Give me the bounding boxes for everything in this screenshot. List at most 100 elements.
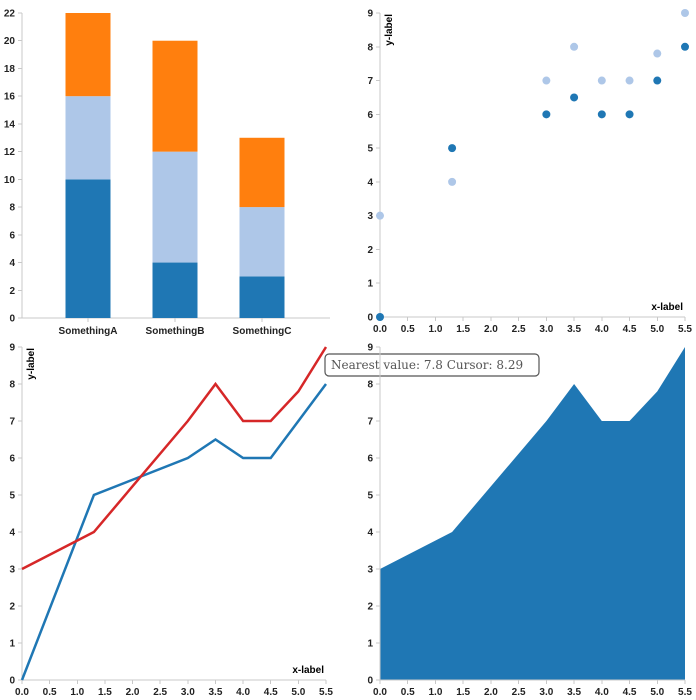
x-tick-label: 5.5	[678, 687, 692, 698]
bar-SomethingC-series-2	[239, 207, 285, 277]
y-tick-label: 2	[367, 602, 373, 613]
y-tick-label: 8	[9, 380, 15, 391]
scatter-point-dark	[625, 110, 634, 119]
bar-SomethingC-series-1	[239, 276, 285, 318]
y-tick-label: 6	[9, 454, 15, 465]
y-tick-label: 3	[367, 565, 373, 576]
bar-SomethingA-series-2	[65, 96, 111, 180]
scatter-chart: 0 1 2 3 4 5 6 7 8 9 0.0 0.5 1.0 1.5 2.0 2.5 3.0 3.5 4.0 4.5…	[367, 9, 692, 336]
scatter-point-light	[625, 76, 634, 85]
scatter-point-dark	[542, 110, 551, 119]
y-tick-label: 8	[367, 42, 373, 53]
y-tick-label: 2	[367, 245, 373, 256]
x-tick-label: 5.0	[650, 687, 664, 698]
x-tick-label: 4.5	[623, 324, 637, 335]
x-tick-label: 1.5	[456, 324, 470, 335]
x-tick-label: 1.0	[429, 324, 443, 335]
y-axis-title: y-label	[26, 348, 37, 380]
scatter-point-light	[448, 177, 457, 186]
x-axis-title: x-label	[651, 302, 683, 313]
y-tick-label: 22	[4, 9, 16, 20]
y-tick-label: 3	[9, 565, 15, 576]
x-tick-label: 1.5	[98, 687, 112, 698]
x-tick-label: 0.5	[401, 687, 415, 698]
tooltip: Nearest value: 7.8 Cursor: 8.29	[324, 353, 540, 377]
stacked-bar-chart: 0 2 4 6 8 10 12 14 16 18 20 22 SomethingA SomethingB S…	[4, 9, 330, 337]
y-tick-label: 9	[367, 343, 373, 354]
y-tick-label: 7	[9, 417, 15, 428]
x-tick-label: 1.5	[456, 687, 470, 698]
y-tick-label: 9	[367, 9, 373, 20]
scatter-point-light	[376, 211, 384, 220]
y-tick-label: 8	[9, 203, 15, 214]
x-tick-label: 2.5	[512, 687, 526, 698]
y-tick-label: 6	[367, 454, 373, 465]
y-tick-label: 18	[4, 64, 16, 75]
scatter-point-light	[570, 42, 579, 51]
x-tick-label: 2.0	[484, 324, 498, 335]
x-tick-label: 0.5	[43, 687, 57, 698]
y-tick-label: 2	[9, 602, 15, 613]
scatter-point-dark	[376, 313, 384, 321]
x-tick-label: 5.0	[650, 324, 664, 335]
y-tick-label: 5	[367, 491, 373, 502]
y-tick-label: 1	[9, 639, 15, 650]
tooltip-text: Nearest value: 7.8 Cursor: 8.29	[331, 358, 523, 372]
line-chart: 0 1 2 3 4 5 6 7 8 9 0.0 0.5 1.0 1.5 2.0 2.5 3.0 3.5 4.0 4.5…	[9, 343, 540, 698]
y-tick-label: 0	[9, 676, 15, 687]
scatter-point-light	[653, 49, 662, 58]
y-tick-label: 4	[9, 528, 15, 539]
x-tick-label: 0.0	[15, 687, 29, 698]
y-axis-title: y-label	[384, 14, 395, 46]
x-tick-label: 0.0	[373, 687, 387, 698]
y-tick-label: 0	[367, 676, 373, 687]
x-tick-label: 1.0	[70, 687, 84, 698]
y-tick-label: 4	[367, 528, 373, 539]
x-tick-label: 2.0	[126, 687, 140, 698]
y-tick-label: 1	[367, 279, 373, 290]
tooltip-box	[324, 353, 540, 377]
y-tick-label: 20	[4, 36, 16, 47]
area-fill	[380, 347, 685, 680]
x-tick-label: 4.0	[595, 687, 609, 698]
area-chart: 0 1 2 3 4 5 6 7 8 9 0.0 0.5 1.0 1.5 2.0 2.5 3.0 3.5 4.0 4.5…	[367, 343, 692, 699]
bar-SomethingA-series-1	[65, 179, 111, 318]
y-tick-label: 5	[9, 491, 15, 502]
bar-SomethingA-series-3	[65, 13, 111, 97]
scatter-point-dark	[681, 42, 689, 51]
x-category-label: SomethingB	[146, 326, 205, 337]
x-tick-label: 5.5	[319, 687, 333, 698]
line-series-red	[21, 346, 328, 571]
y-tick-label: 6	[367, 110, 373, 121]
bar-SomethingB-series-1	[152, 262, 198, 318]
x-tick-label: 2.0	[484, 687, 498, 698]
x-tick-label: 3.0	[539, 324, 553, 335]
y-tick-label: 16	[4, 92, 16, 103]
y-tick-label: 9	[9, 343, 15, 354]
x-tick-label: 0.5	[401, 324, 415, 335]
x-tick-label: 2.5	[512, 324, 526, 335]
y-tick-label: 5	[367, 144, 373, 155]
y-tick-label: 2	[9, 286, 15, 297]
y-tick-label: 3	[367, 211, 373, 222]
x-tick-label: 1.0	[429, 687, 443, 698]
bar-SomethingB-series-2	[152, 151, 198, 263]
line-series-blue	[20, 383, 328, 681]
y-tick-label: 8	[367, 380, 373, 391]
y-tick-label: 1	[367, 639, 373, 650]
y-tick-label: 0	[9, 314, 15, 325]
x-tick-label: 4.0	[595, 324, 609, 335]
x-axis-title: x-label	[292, 665, 324, 676]
y-tick-label: 7	[367, 76, 373, 87]
x-tick-label: 5.0	[291, 687, 305, 698]
scatter-point-dark	[597, 110, 606, 119]
x-tick-label: 2.5	[153, 687, 167, 698]
x-tick-label: 5.5	[678, 324, 692, 335]
bar-SomethingB-series-3	[152, 40, 198, 152]
x-category-label: SomethingC	[233, 326, 292, 337]
scatter-point-light	[681, 9, 689, 17]
y-tick-label: 14	[4, 119, 16, 130]
scatter-point-dark	[570, 93, 579, 102]
x-tick-label: 3.5	[209, 687, 223, 698]
x-tick-label: 4.5	[623, 687, 637, 698]
